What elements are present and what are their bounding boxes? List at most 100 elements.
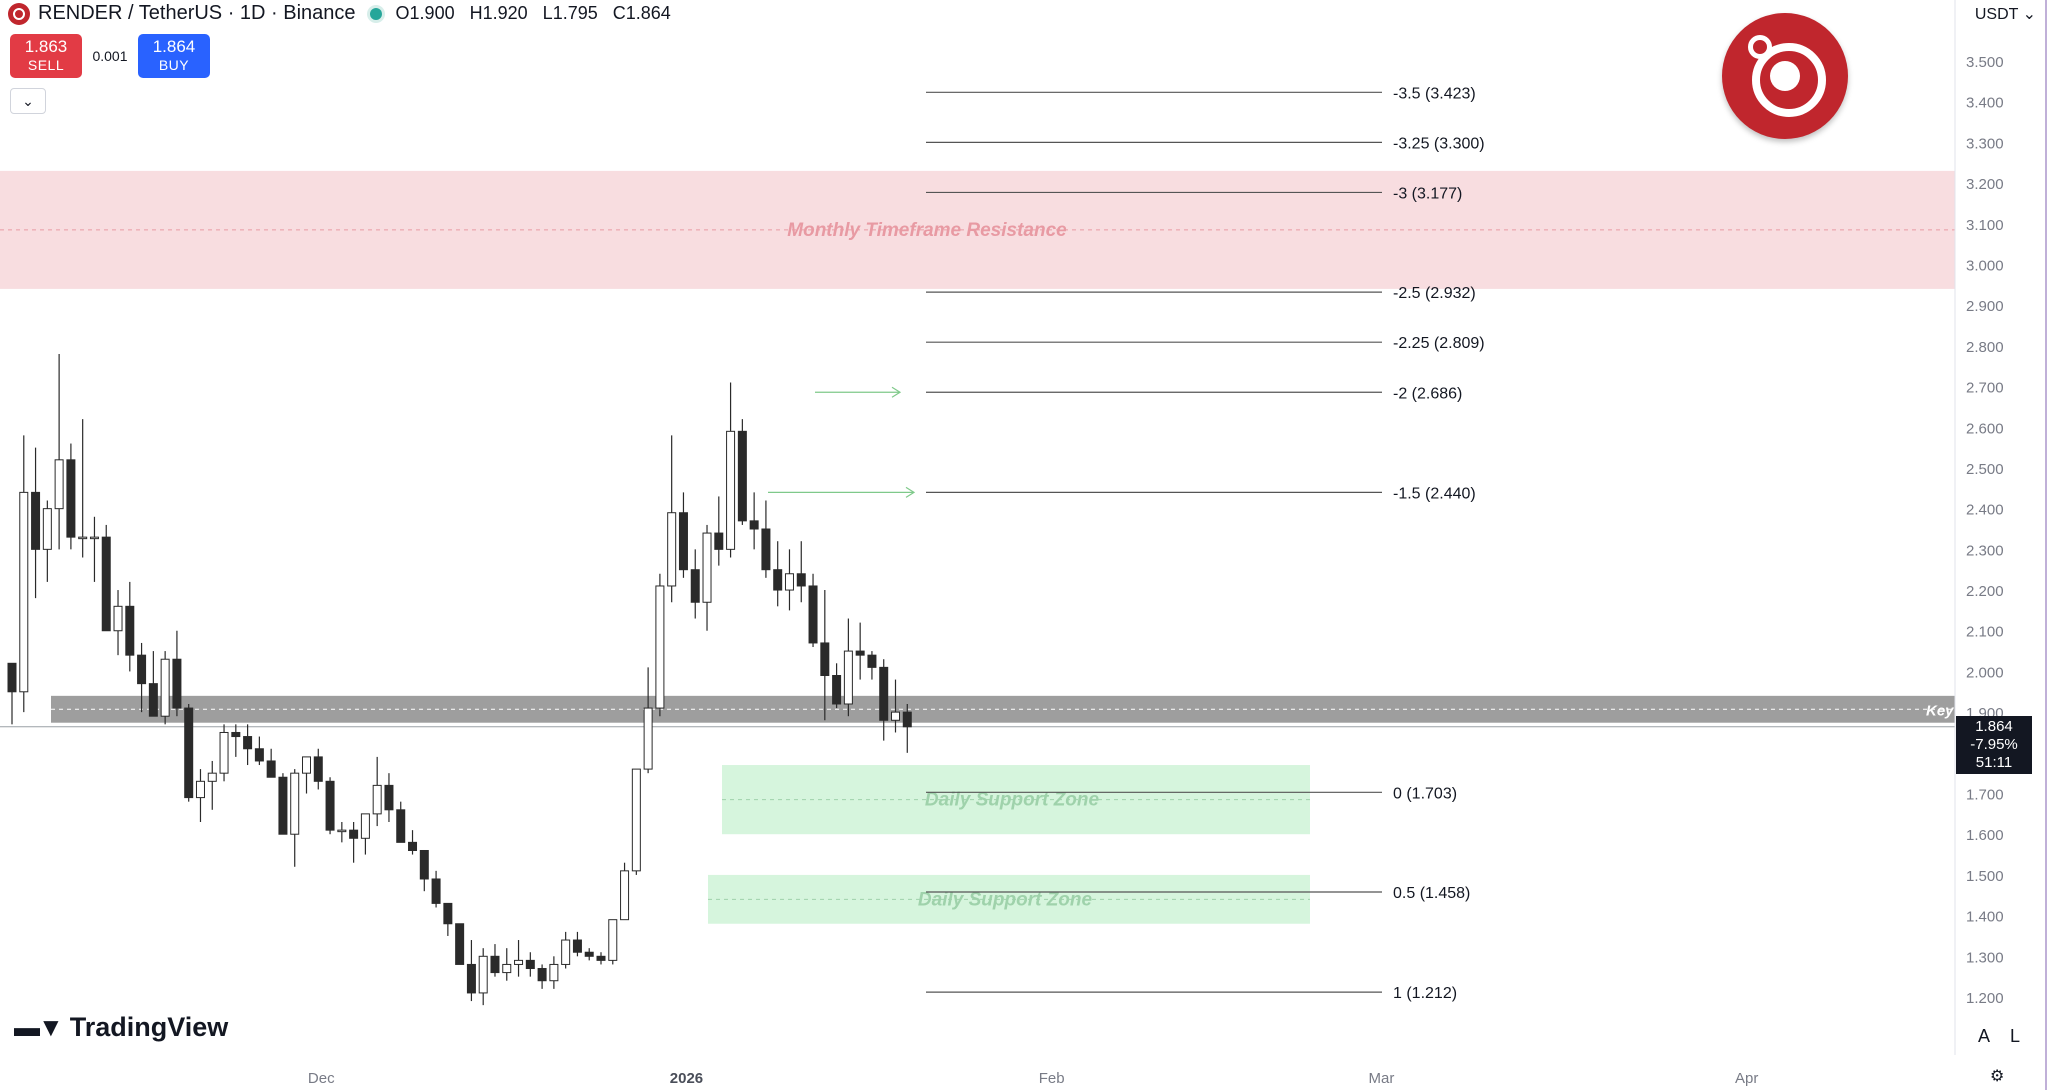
candle-body (455, 923, 465, 965)
candle-body (655, 585, 665, 709)
time-axis: Dec 2026 Feb Mar Apr (308, 1070, 1758, 1087)
candle-body (572, 939, 582, 953)
candle-body (278, 776, 288, 835)
candle-body (290, 772, 300, 835)
candle-body (478, 955, 488, 994)
collapse-chevron-down-icon[interactable]: ⌄ (10, 88, 46, 114)
candle-body (349, 829, 359, 839)
candle-body (843, 650, 853, 705)
candle-body (337, 829, 347, 833)
candle-body (431, 878, 441, 904)
price-tick-label: 1.700 (1966, 787, 2004, 804)
candle-body (372, 784, 382, 815)
candle-body (54, 459, 64, 510)
candle-body (514, 959, 524, 965)
candle-body (891, 711, 900, 721)
candle-body (690, 569, 700, 603)
time-tick-label: Dec (308, 1070, 335, 1087)
price-tick-label: 1.400 (1966, 909, 2004, 926)
candle-body (737, 430, 747, 522)
candle-body (561, 939, 571, 965)
candle-body (784, 573, 794, 591)
candle-body (832, 675, 842, 705)
fib-label: -3 (3.177) (1393, 185, 1462, 202)
target-arrow-head (905, 486, 916, 498)
price-tick-label: 2.500 (1966, 461, 2004, 478)
tradingview-logo-icon: ▬▼ (14, 1012, 64, 1042)
price-tick-label: 2.200 (1966, 583, 2004, 600)
low-label: L (542, 3, 553, 23)
candle-body (796, 573, 806, 587)
candle-body (678, 512, 688, 571)
price-tick-label: 2.000 (1966, 664, 2004, 681)
tag-countdown: 51:11 (1975, 754, 2013, 771)
candle-body (313, 756, 323, 782)
tradingview-brand[interactable]: ▬▼ TradingView (14, 1012, 228, 1043)
brand-name: TradingView (69, 1012, 229, 1042)
zone-label: Daily Support Zone (925, 790, 1100, 811)
symbol-title[interactable]: RENDER / TetherUS · 1D · Binance (38, 2, 356, 24)
zone-support (708, 874, 1310, 924)
time-tick-label: Mar (1369, 1070, 1395, 1087)
chart-header: RENDER / TetherUS · 1D · Binance O1.900 … (8, 2, 681, 25)
price-tick-label: 1.600 (1966, 827, 2004, 844)
open-value: 1.900 (409, 3, 455, 23)
tag-price: 1.864 (1975, 718, 2013, 735)
auto-scale-button[interactable]: A (1978, 1026, 1990, 1047)
fib-label: 1 (1.212) (1393, 985, 1457, 1002)
buy-price: 1.864 (152, 37, 196, 56)
log-scale-button[interactable]: L (2010, 1026, 2020, 1047)
price-axis: 3.500 3.400 3.300 3.200 3.100 3.000 2.900 2.800… (1954, 0, 2047, 1090)
candle-body (172, 658, 182, 709)
time-tick-label: Feb (1039, 1070, 1065, 1087)
candle-body (160, 658, 170, 717)
fib-label: -2.25 (2.809) (1393, 335, 1485, 352)
candle-body (443, 902, 453, 925)
price-tick-label: 3.300 (1966, 135, 2004, 152)
candle-body (702, 532, 712, 603)
candle-body (773, 569, 783, 591)
sell-button[interactable]: 1.863 SELL (10, 34, 82, 78)
log-label: L (2010, 1026, 2021, 1046)
candle-body (31, 491, 41, 550)
candle-body (360, 813, 370, 839)
currency-label: USDT (1974, 6, 2019, 23)
fib-label: -2 (2.686) (1393, 385, 1462, 402)
candle-body (549, 963, 559, 982)
candle-body (631, 768, 641, 872)
price-tick-label: 3.200 (1966, 176, 2004, 193)
candle-body (537, 968, 547, 982)
auto-label: A (1978, 1026, 1991, 1046)
price-tick-label: 2.700 (1966, 380, 2004, 397)
candle-body (419, 849, 429, 880)
price-tick-label: 2.400 (1966, 502, 2004, 519)
time-tick-label: Apr (1735, 1070, 1758, 1087)
candle-body (184, 707, 194, 799)
candle-body (396, 809, 406, 843)
candle-body (502, 963, 512, 974)
price-tick-label: 1.200 (1966, 990, 2004, 1007)
candle-body (101, 536, 111, 632)
candle-body (820, 642, 830, 677)
candle-body (148, 683, 158, 717)
candle-body (667, 512, 677, 587)
candle-body (207, 772, 217, 782)
market-open-icon (369, 7, 382, 20)
candle-body (231, 731, 241, 738)
candle-body (608, 919, 618, 961)
candle-body (584, 951, 594, 957)
candle-body (466, 963, 476, 994)
settings-gear-icon[interactable]: ⚙ (1990, 1068, 2005, 1085)
candle-body (620, 870, 630, 921)
candle-body (867, 654, 877, 668)
open-label: O (395, 3, 410, 23)
candle-body (78, 536, 88, 540)
close-value: 1.864 (625, 3, 671, 23)
zone-label: Key Su (1926, 702, 1977, 719)
currency-selector[interactable]: USDT ⌄ (1974, 6, 2036, 23)
candle-body (325, 780, 335, 831)
buy-button[interactable]: 1.864 BUY (138, 34, 210, 78)
candle-body (7, 662, 17, 693)
candle-body (761, 528, 771, 571)
